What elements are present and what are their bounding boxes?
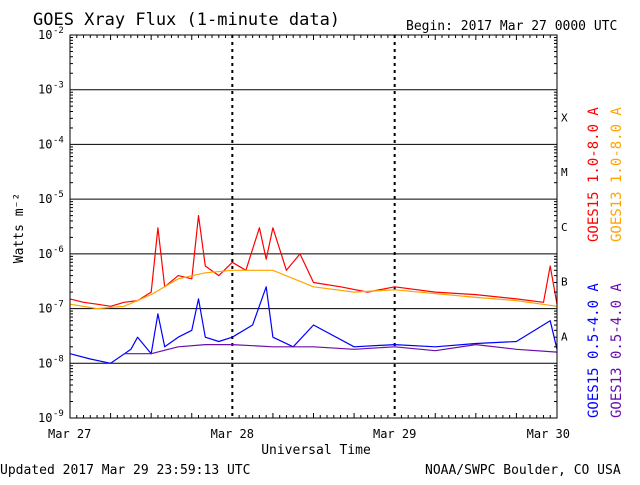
y-tick-label: 10 (38, 28, 52, 42)
flare-class-label: C (561, 221, 568, 234)
y-tick-label: 10 (38, 247, 52, 261)
y-tick-label: 10 (38, 137, 52, 151)
credit-label: NOAA/SWPC Boulder, CO USA (425, 463, 621, 478)
series-line-1 (69, 215, 558, 307)
y-tick-exponent: -3 (53, 81, 64, 91)
plot-frame (69, 34, 558, 419)
x-tick-label: Mar 29 (373, 427, 416, 441)
legend-entry-2: GOES13 1.0-8.0 A (609, 107, 625, 242)
y-tick-exponent: -7 (53, 300, 64, 310)
series-layer (69, 215, 558, 364)
y-tick-exponent: -2 (53, 26, 64, 36)
y-tick-exponent: -4 (53, 135, 64, 145)
flare-class-label: M (561, 166, 568, 179)
flare-class-label: A (561, 330, 568, 343)
y-tick-exponent: -6 (53, 245, 64, 255)
y-tick-exponent: -9 (53, 409, 64, 419)
x-tick-label: Mar 27 (48, 427, 91, 441)
updated-label: Updated 2017 Mar 29 23:59:13 UTC (0, 463, 250, 478)
legend-entry-3: GOES15 0.5-4.0 A (586, 283, 602, 418)
legend-entry-4: GOES13 0.5-4.0 A (609, 283, 625, 418)
begin-label: Begin: 2017 Mar 27 0000 UTC (406, 19, 617, 34)
x-tick-label: Mar 30 (527, 427, 570, 441)
series-line-3 (69, 286, 558, 364)
x-tick-label: Mar 28 (211, 427, 254, 441)
legend-layer: GOES15 1.0-8.0 A GOES13 1.0-8.0 A GOES15 0… (586, 107, 625, 418)
y-tick-exponent: -8 (53, 354, 64, 364)
x-axis-label: Universal Time (261, 443, 371, 458)
y-tick-label: 10 (38, 83, 52, 97)
y-tick-label: 10 (38, 192, 52, 206)
y-tick-label: 10 (38, 302, 52, 316)
series-line-2 (69, 269, 558, 310)
y-tick-label: 10 (38, 411, 52, 425)
y-tick-label: 10 (38, 356, 52, 370)
series-line-4 (124, 344, 558, 355)
flare-class-label: X (561, 111, 568, 124)
y-axis-label: Watts m⁻² (12, 193, 27, 263)
legend-entry-1: GOES15 1.0-8.0 A (586, 107, 602, 242)
chart-title: GOES Xray Flux (1-minute data) (33, 10, 340, 30)
y-tick-exponent: -5 (53, 190, 64, 200)
grid-layer (70, 35, 557, 418)
flare-class-label: B (561, 276, 568, 289)
